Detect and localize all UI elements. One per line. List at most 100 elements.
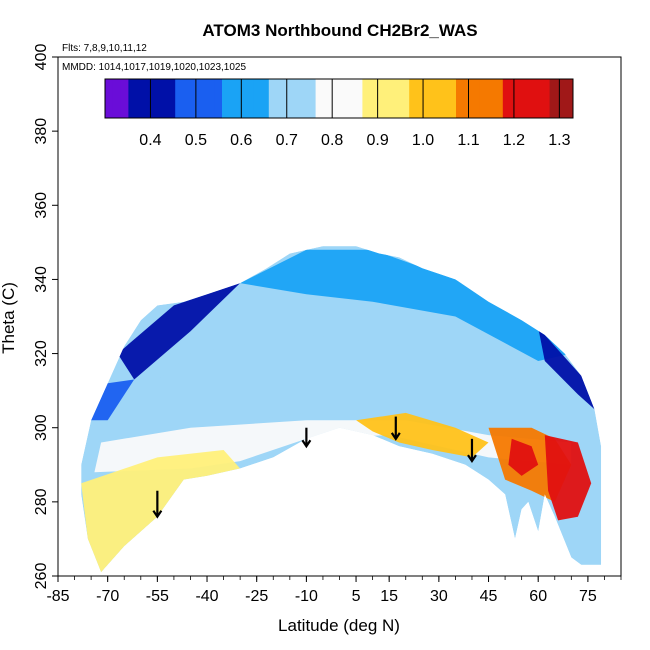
x-tick-label-11: 75 [579, 588, 597, 605]
colorbar-swatch [339, 79, 348, 118]
y-tick-label-4: 340 [33, 266, 50, 293]
colorbar-swatch [292, 79, 301, 118]
colorbar-swatch [307, 79, 317, 118]
colorbar-swatch [487, 79, 496, 118]
colorbar-swatch [276, 79, 285, 118]
colorbar-swatch [198, 79, 207, 118]
colorbar-swatch [526, 79, 535, 118]
colorbar-swatch [448, 79, 457, 118]
colorbar-swatch [346, 79, 356, 118]
colorbar-swatch [456, 79, 465, 118]
y-tick-label-6: 380 [33, 118, 50, 145]
colorbar-swatch [510, 79, 519, 118]
heatmap-region-2 [538, 327, 595, 410]
x-tick-label-2: -55 [146, 588, 169, 605]
heatmap-region-9 [508, 438, 539, 476]
colorbar-swatch [424, 79, 434, 118]
arrow-head-2 [390, 432, 401, 441]
colorbar-swatch [144, 79, 153, 118]
chart-title: ATOM3 Northbound CH2Br2_WAS [202, 21, 477, 40]
x-tick-label-5: -10 [295, 588, 318, 605]
colorbar-tick-label-5: 0.9 [366, 132, 388, 149]
colorbar-swatch [112, 79, 122, 118]
colorbar-swatch [136, 79, 145, 118]
colorbar-swatch [417, 79, 426, 118]
colorbar-frame [104, 78, 574, 119]
y-tick-label-3: 320 [33, 340, 50, 367]
colorbar-tick-label-1: 0.5 [185, 132, 207, 149]
colorbar-swatch [518, 79, 527, 118]
colorbar-swatch [471, 79, 480, 118]
x-tick-label-3: -40 [195, 588, 218, 605]
arrow-head-3 [467, 454, 477, 464]
x-axis-label: Latitude (deg N) [278, 616, 400, 635]
y-tick-label-5: 360 [33, 192, 50, 219]
y-tick-label-2: 300 [33, 414, 50, 441]
y-tick-label-1: 280 [33, 488, 50, 515]
y-tick-label-0: 260 [33, 563, 50, 590]
colorbar-tick-label-8: 1.2 [503, 132, 525, 149]
colorbar-swatch [409, 79, 418, 118]
colorbar-swatch [565, 79, 574, 118]
y-tick-label-7: 400 [33, 44, 50, 71]
colorbar-tick-label-2: 0.6 [230, 132, 252, 149]
colorbar-swatch [378, 79, 387, 118]
arrow-head-0 [152, 510, 163, 519]
arrow-head-1 [301, 439, 312, 449]
colorbar-swatch [557, 79, 566, 118]
colorbar-swatch [214, 79, 223, 118]
heatmap-region-1 [240, 249, 572, 361]
x-tick-label-7: 15 [380, 588, 398, 605]
colorbar-tick-label-7: 1.1 [457, 132, 479, 149]
colorbar-swatch [253, 79, 262, 118]
arrow-layer [152, 416, 477, 519]
x-axis: -85 -70 -55 -40 -25 -10 5 15 30 45 60 75 [46, 576, 622, 605]
colorbar-swatch [479, 79, 488, 118]
heatmap-region-0 [117, 283, 241, 380]
colorbar-swatch [159, 79, 168, 118]
heatmap-region-7 [356, 412, 489, 458]
dates-annotation: MMDD: 1014,1017,1019,1020,1023,1025 [62, 62, 246, 73]
colorbar-tick-label-4: 0.8 [321, 132, 343, 149]
colorbar-swatch [370, 79, 379, 118]
heatmap-region-3 [91, 379, 135, 421]
colorbar-swatch [362, 79, 371, 118]
colorbar-swatch [463, 79, 473, 118]
heatmap-layer [81, 246, 602, 573]
colorbar-swatch [105, 79, 114, 118]
colorbar-swatch [229, 79, 239, 118]
colorbar-swatch [385, 79, 395, 118]
colorbar-tick-label-6: 1.0 [412, 132, 434, 149]
colorbar-swatch [495, 79, 504, 118]
colorbar: 0.4 0.5 0.6 0.7 0.8 0.9 1.0 1.1 1.2 1.3 [104, 78, 574, 149]
colorbar-swatch [261, 79, 270, 118]
colorbar-tick-label-3: 0.7 [276, 132, 298, 149]
colorbar-swatch [206, 79, 215, 118]
x-tick-label-9: 45 [480, 588, 498, 605]
colorbar-swatch [151, 79, 161, 118]
colorbar-swatch [300, 79, 309, 118]
x-tick-label-6: 5 [352, 588, 361, 605]
x-tick-label-4: -25 [245, 588, 268, 605]
colorbar-swatch [268, 79, 278, 118]
colorbar-swatch [183, 79, 192, 118]
colorbar-swatch [432, 79, 441, 118]
colorbar-swatch [502, 79, 512, 118]
colorbar-swatch [120, 79, 129, 118]
colorbar-swatch [440, 79, 449, 118]
colorbar-swatch [354, 79, 363, 118]
colorbar-tick-label-9: 1.3 [548, 132, 570, 149]
colorbar-swatch [315, 79, 324, 118]
y-axis: 260 280 300 320 340 360 380 400 [33, 44, 58, 590]
x-tick-label-1: -70 [96, 588, 119, 605]
x-tick-label-10: 60 [529, 588, 547, 605]
colorbar-swatch [190, 79, 200, 118]
colorbar-swatch [549, 79, 558, 118]
colorbar-swatch [175, 79, 184, 118]
colorbar-swatch [393, 79, 402, 118]
x-tick-label-8: 30 [430, 588, 448, 605]
flights-annotation: Flts: 7,8,9,10,11,12 [62, 43, 147, 54]
colorbar-tick-label-0: 0.4 [139, 132, 161, 149]
colorbar-swatch [541, 79, 551, 118]
